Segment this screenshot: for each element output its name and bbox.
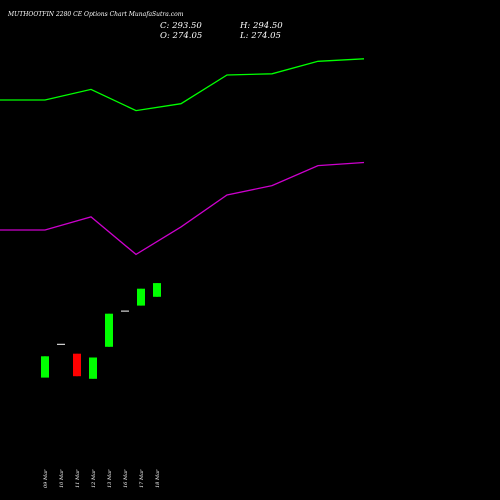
candle-body [105, 313, 113, 347]
low-value: L: 274.05 [239, 31, 281, 41]
candle-body [137, 288, 145, 306]
indicator-lines [0, 58, 365, 256]
x-tick-label: 13 Mar [107, 469, 113, 488]
candle-body [89, 357, 97, 379]
candle-body [41, 356, 49, 378]
x-tick-label: 10 Mar [59, 469, 65, 488]
high-value: H: 294.50 [239, 21, 283, 31]
upper-indicator-line [0, 58, 365, 112]
open-value: O: 274.05 [160, 31, 202, 41]
candle-body [57, 343, 65, 345]
x-tick-label: 18 Mar [155, 469, 161, 488]
x-tick-label: 09 Mar [43, 469, 49, 488]
x-tick-label: 17 Mar [139, 469, 145, 488]
candles-group [41, 283, 161, 379]
close-value: C: 293.50 [160, 21, 202, 31]
x-tick-label: 16 Mar [123, 469, 129, 488]
candle-body [73, 353, 81, 377]
x-tick-label: 11 Mar [75, 469, 81, 488]
x-tick-label: 12 Mar [91, 469, 97, 488]
lower-indicator-line [0, 161, 365, 256]
chart-title: MUTHOOTFIN 2280 CE Options Chart MunafaS… [7, 11, 184, 18]
candle-body [121, 310, 129, 312]
candle-body [153, 283, 161, 297]
x-axis-ticks: 09 Mar 10 Mar 11 Mar 12 Mar 13 Mar 16 Mar 17 M… [43, 469, 161, 488]
